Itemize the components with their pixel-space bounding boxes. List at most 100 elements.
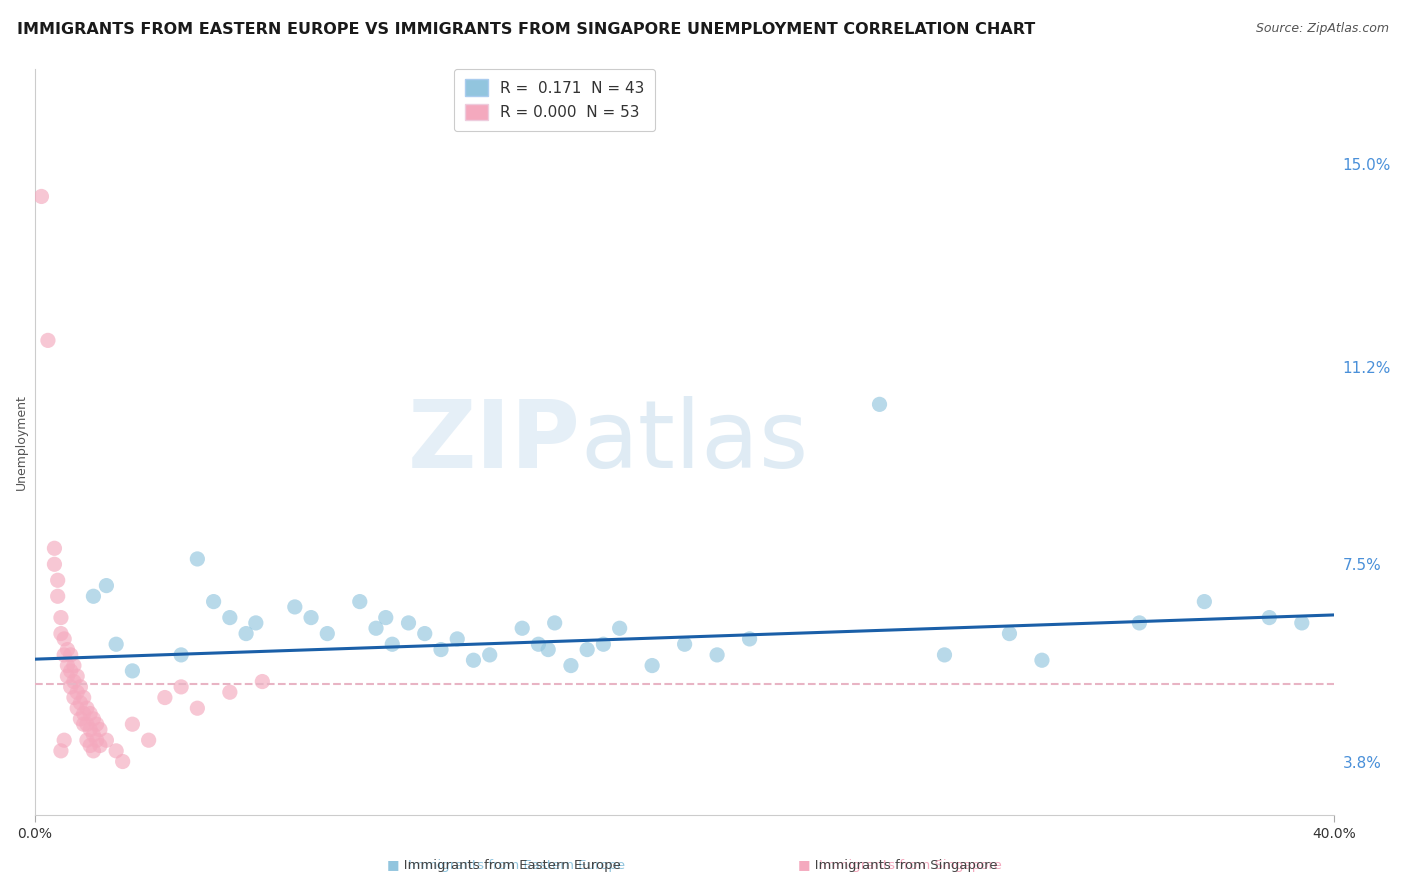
Point [316, 626, 339, 640]
Point [105, 744, 128, 758]
Point [527, 637, 550, 651]
Point [56, 658, 79, 673]
Point [998, 626, 1021, 640]
Point [49, 626, 72, 640]
Point [105, 637, 128, 651]
Point [69, 712, 91, 726]
Point [170, 648, 193, 662]
Point [46, 574, 69, 588]
Text: ■  Immigrants from Singapore: ■ Immigrants from Singapore [797, 859, 1002, 872]
Point [738, 632, 761, 646]
Text: Source: ZipAtlas.com: Source: ZipAtlas.com [1256, 22, 1389, 36]
Point [89, 739, 111, 753]
Text: atlas: atlas [581, 396, 808, 488]
Y-axis label: Unemployment: Unemployment [15, 393, 28, 490]
Point [592, 637, 614, 651]
Point [170, 680, 193, 694]
Point [82, 728, 104, 742]
Point [66, 685, 89, 699]
Text: IMMIGRANTS FROM EASTERN EUROPE VS IMMIGRANTS FROM SINGAPORE UNEMPLOYMENT CORRELA: IMMIGRANTS FROM EASTERN EUROPE VS IMMIGR… [17, 22, 1035, 37]
Point [1258, 610, 1281, 624]
Point [53, 648, 76, 662]
Point [1291, 615, 1313, 630]
Text: Immigrants from Singapore: Immigrants from Singapore [801, 859, 998, 872]
Text: Immigrants from Eastern Europe: Immigrants from Eastern Europe [391, 859, 621, 872]
Point [349, 594, 371, 608]
Point [89, 723, 111, 737]
Point [202, 594, 225, 608]
Point [76, 733, 98, 747]
Point [869, 397, 891, 411]
Point [111, 755, 134, 769]
Point [673, 637, 696, 651]
Point [1194, 594, 1216, 608]
Point [186, 552, 208, 566]
Text: ZIP: ZIP [408, 396, 581, 488]
Point [138, 733, 160, 747]
Point [63, 674, 86, 689]
Point [218, 685, 240, 699]
Point [59, 680, 82, 694]
Point [69, 680, 91, 694]
Point [46, 589, 69, 603]
Point [218, 610, 240, 624]
Point [609, 621, 631, 635]
Point [86, 717, 108, 731]
Point [252, 674, 274, 689]
Point [79, 706, 101, 721]
Point [381, 637, 404, 651]
Text: ■  Immigrants from Eastern Europe: ■ Immigrants from Eastern Europe [387, 859, 626, 872]
Point [153, 690, 176, 705]
Point [79, 723, 101, 737]
Point [86, 733, 108, 747]
Point [706, 648, 728, 662]
Point [1128, 615, 1150, 630]
Point [56, 669, 79, 683]
Point [1031, 653, 1053, 667]
Point [364, 621, 387, 635]
Point [44, 541, 66, 556]
Point [63, 690, 86, 705]
Point [186, 701, 208, 715]
Point [82, 589, 104, 603]
Point [537, 642, 560, 657]
Point [641, 658, 664, 673]
Point [121, 664, 143, 678]
Point [284, 599, 307, 614]
Point [66, 669, 89, 683]
Point [49, 610, 72, 624]
Point [37, 334, 59, 348]
Point [69, 696, 91, 710]
Point [430, 642, 453, 657]
Point [44, 558, 66, 572]
Point [576, 642, 599, 657]
Point [56, 642, 79, 657]
Point [73, 706, 96, 721]
Legend: R =  0.171  N = 43, R = 0.000  N = 53: R = 0.171 N = 43, R = 0.000 N = 53 [454, 69, 655, 131]
Point [374, 610, 396, 624]
Point [30, 189, 52, 203]
Point [299, 610, 322, 624]
Point [73, 690, 96, 705]
Point [245, 615, 267, 630]
Point [398, 615, 420, 630]
Point [76, 701, 98, 715]
Point [59, 648, 82, 662]
Point [73, 717, 96, 731]
Point [121, 717, 143, 731]
Point [76, 717, 98, 731]
Point [59, 664, 82, 678]
Point [53, 733, 76, 747]
Point [82, 712, 104, 726]
Point [49, 744, 72, 758]
Point [66, 701, 89, 715]
Point [463, 653, 485, 667]
Point [79, 739, 101, 753]
Point [82, 744, 104, 758]
Point [413, 626, 436, 640]
Point [510, 621, 533, 635]
Point [544, 615, 567, 630]
Point [96, 579, 118, 593]
Point [478, 648, 501, 662]
Point [53, 632, 76, 646]
